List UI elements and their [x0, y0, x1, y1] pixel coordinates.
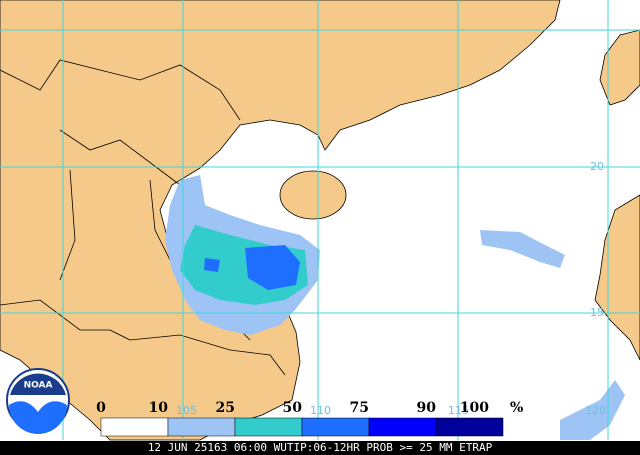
luzon — [594, 194, 640, 361]
legend-label: 90 — [417, 400, 437, 416]
noaa-logo: NOAA — [6, 368, 70, 434]
lon-label: 105 — [176, 404, 197, 417]
lon-label: 115 — [448, 404, 469, 417]
legend-label: 10 — [149, 400, 169, 416]
lon-label: 110 — [310, 404, 331, 417]
legend-label: 100 — [460, 400, 489, 416]
legend-swatch — [100, 417, 169, 437]
legend-label: 0 — [96, 400, 106, 416]
legend-swatch — [435, 417, 504, 437]
legend-unit: % — [510, 400, 523, 416]
legend-swatch — [167, 417, 236, 437]
hainan — [279, 170, 347, 220]
logo-top — [10, 373, 66, 395]
legend-swatch — [368, 417, 437, 437]
lat-lon-grid — [0, 0, 640, 440]
legend: 0 10 25 50 75 90 100% — [96, 400, 523, 437]
legend-swatch — [301, 417, 370, 437]
lon-label: 120 — [585, 404, 606, 417]
legend-label: 25 — [216, 400, 235, 416]
footer-text: 12 JUN 25163 06:00 WUTIP:06-12HR PROB >=… — [148, 441, 493, 454]
precip — [165, 175, 625, 440]
footer-bar — [0, 441, 640, 455]
taiwan — [599, 29, 640, 106]
logo-text: NOAA — [24, 381, 53, 391]
lat-label: 15 — [590, 306, 604, 319]
legend-swatch — [234, 417, 303, 437]
legend-label: 50 — [283, 400, 303, 416]
legend-label: 75 — [350, 400, 369, 416]
logo-wave — [9, 401, 67, 434]
lat-label: 20 — [590, 160, 604, 173]
